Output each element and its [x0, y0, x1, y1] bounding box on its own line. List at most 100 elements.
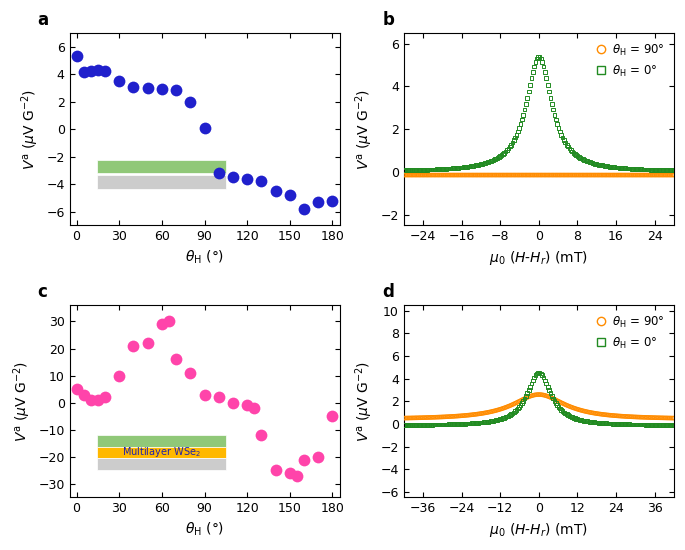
- Point: [486, 407, 497, 416]
- Point: [478, 159, 489, 168]
- X-axis label: $\theta_{\mathrm{H}}$ (°): $\theta_{\mathrm{H}}$ (°): [185, 521, 224, 538]
- Point: [541, 74, 552, 82]
- Point: [427, 420, 438, 429]
- Point: [561, 140, 572, 149]
- Point: [658, 166, 669, 174]
- Point: [409, 421, 420, 430]
- Point: [576, 416, 587, 425]
- Point: [432, 412, 443, 421]
- Point: [458, 170, 469, 179]
- Point: [408, 166, 419, 174]
- Point: [495, 415, 506, 424]
- Point: [461, 162, 472, 171]
- Text: a: a: [37, 11, 48, 29]
- Point: [619, 412, 630, 421]
- Point: [622, 170, 633, 179]
- Point: [608, 163, 619, 172]
- Point: [501, 170, 512, 179]
- Point: [597, 410, 608, 419]
- Point: [669, 414, 680, 422]
- Point: [481, 158, 492, 167]
- Point: [501, 146, 512, 155]
- Point: [612, 411, 623, 420]
- Point: [572, 152, 583, 161]
- Point: [557, 133, 568, 142]
- Point: [610, 411, 621, 420]
- Point: [605, 170, 616, 179]
- Point: [421, 166, 432, 174]
- Point: [451, 412, 462, 421]
- Point: [565, 403, 576, 411]
- Point: [608, 170, 619, 179]
- Point: [579, 170, 590, 179]
- Point: [142, 339, 153, 348]
- Point: [641, 165, 652, 174]
- Point: [595, 161, 606, 169]
- Point: [591, 170, 602, 179]
- Point: [493, 415, 504, 424]
- Point: [533, 52, 544, 61]
- Point: [660, 414, 671, 422]
- Point: [256, 431, 267, 439]
- Point: [603, 170, 614, 179]
- Point: [561, 401, 572, 410]
- Point: [493, 170, 504, 179]
- Point: [662, 421, 673, 430]
- Point: [410, 170, 421, 179]
- Point: [666, 166, 677, 175]
- Point: [511, 405, 522, 414]
- X-axis label: $\mu_0$ $(H$-$H_r)$ (mT): $\mu_0$ $(H$-$H_r)$ (mT): [489, 521, 588, 539]
- Point: [242, 174, 253, 183]
- Point: [553, 124, 564, 133]
- Point: [566, 403, 577, 412]
- Point: [603, 162, 614, 171]
- Point: [543, 80, 553, 89]
- Point: [550, 170, 561, 179]
- Point: [618, 412, 629, 421]
- Point: [518, 395, 529, 404]
- Point: [313, 197, 324, 206]
- Point: [529, 62, 540, 71]
- Point: [515, 396, 526, 405]
- Point: [564, 411, 575, 420]
- Point: [549, 111, 560, 119]
- Point: [451, 163, 462, 172]
- Point: [663, 166, 674, 174]
- Point: [313, 453, 324, 461]
- Point: [479, 409, 490, 417]
- Point: [401, 170, 412, 179]
- Point: [227, 173, 238, 182]
- Point: [586, 408, 597, 417]
- Point: [472, 170, 483, 179]
- Point: [648, 420, 659, 429]
- Point: [482, 408, 493, 417]
- Point: [626, 164, 637, 173]
- Point: [583, 170, 594, 179]
- Point: [457, 420, 468, 428]
- Point: [439, 170, 450, 179]
- Point: [423, 165, 434, 174]
- Point: [550, 115, 561, 124]
- Point: [647, 413, 658, 422]
- Point: [171, 355, 182, 364]
- Point: [564, 144, 575, 153]
- Point: [601, 419, 612, 428]
- Point: [508, 136, 519, 145]
- Point: [523, 87, 534, 96]
- Point: [529, 170, 540, 179]
- Point: [482, 417, 493, 426]
- Point: [546, 392, 557, 400]
- Point: [71, 385, 82, 394]
- Point: [504, 411, 515, 420]
- Point: [659, 170, 670, 179]
- Point: [488, 407, 499, 416]
- Point: [656, 421, 667, 430]
- Point: [537, 371, 548, 380]
- Point: [417, 170, 428, 179]
- Point: [655, 421, 666, 430]
- Point: [440, 420, 451, 429]
- Point: [466, 170, 477, 179]
- Point: [406, 166, 417, 174]
- Point: [515, 119, 526, 128]
- Point: [78, 68, 89, 76]
